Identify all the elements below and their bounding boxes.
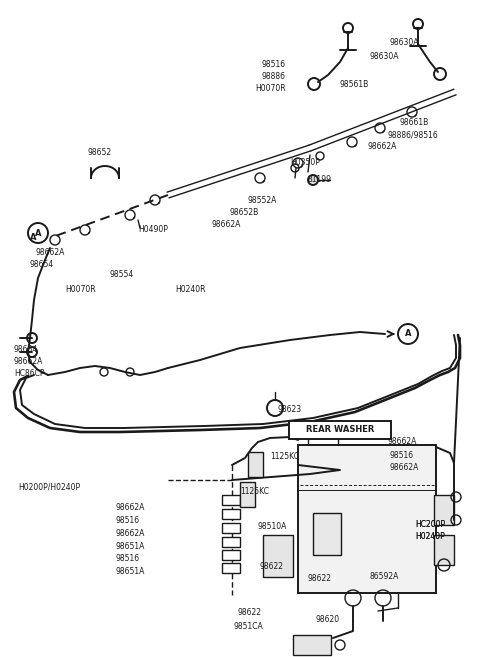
Text: 98651A: 98651A <box>115 567 144 576</box>
Bar <box>222 563 240 573</box>
Text: 98652: 98652 <box>88 148 112 157</box>
Text: 98886/98516: 98886/98516 <box>388 130 439 139</box>
Text: 98654: 98654 <box>14 345 38 354</box>
Text: 1125KC: 1125KC <box>270 452 299 461</box>
Text: 98661B: 98661B <box>400 118 429 127</box>
Text: 98620: 98620 <box>315 615 339 624</box>
Text: 86592A: 86592A <box>370 572 399 581</box>
Text: 98622: 98622 <box>308 574 332 583</box>
Text: HC200P: HC200P <box>415 520 445 529</box>
Text: 98552A: 98552A <box>248 196 277 205</box>
Text: 9851CA: 9851CA <box>233 622 263 631</box>
Text: 1125KC: 1125KC <box>240 487 269 496</box>
Bar <box>298 445 436 593</box>
Text: 98623: 98623 <box>278 405 302 414</box>
Bar <box>240 482 255 507</box>
Text: A: A <box>405 330 411 338</box>
Text: H0070R: H0070R <box>65 285 96 294</box>
Text: REAR WASHER: REAR WASHER <box>306 426 374 434</box>
Text: 98886: 98886 <box>262 72 286 81</box>
Text: H0490P: H0490P <box>138 225 168 234</box>
Text: 81199: 81199 <box>308 175 332 184</box>
Text: HC200P: HC200P <box>415 520 445 529</box>
Text: HC86CP: HC86CP <box>14 369 45 378</box>
Bar <box>434 535 454 565</box>
Text: 98662A: 98662A <box>115 503 144 512</box>
Bar <box>293 635 331 655</box>
Text: 98654: 98654 <box>30 260 54 269</box>
Text: 98662A: 98662A <box>115 529 144 538</box>
Bar <box>222 495 240 505</box>
Bar <box>222 509 240 519</box>
Bar <box>248 452 263 477</box>
Text: H0350P: H0350P <box>290 158 320 167</box>
Text: 98662A: 98662A <box>14 357 43 366</box>
Text: 98554: 98554 <box>110 270 134 279</box>
Bar <box>434 495 454 525</box>
Bar <box>263 535 293 577</box>
FancyBboxPatch shape <box>289 421 391 439</box>
Text: H0240P: H0240P <box>415 532 445 541</box>
Text: 98622: 98622 <box>260 562 284 571</box>
Text: 98561B: 98561B <box>340 80 369 89</box>
Text: 98516: 98516 <box>390 451 414 460</box>
Text: 98510A: 98510A <box>258 522 288 531</box>
Text: 98662A: 98662A <box>368 142 397 151</box>
Text: 98630A: 98630A <box>370 52 399 61</box>
Text: 98622: 98622 <box>237 608 261 617</box>
Text: H0240P: H0240P <box>415 532 445 541</box>
Text: H0070R: H0070R <box>255 84 286 93</box>
Bar <box>222 550 240 560</box>
Text: A: A <box>30 233 36 242</box>
Circle shape <box>308 175 318 185</box>
Text: 98662A: 98662A <box>212 220 241 229</box>
Text: 98652B: 98652B <box>230 208 259 217</box>
Text: 98662A: 98662A <box>388 437 418 446</box>
Text: 98651A: 98651A <box>115 542 144 551</box>
Bar <box>222 537 240 547</box>
Text: 98516: 98516 <box>115 516 139 525</box>
Text: 98516: 98516 <box>262 60 286 69</box>
Text: H0200P/H0240P: H0200P/H0240P <box>18 482 80 491</box>
Text: 98662A: 98662A <box>390 463 420 472</box>
Bar <box>222 523 240 533</box>
Text: 98516: 98516 <box>115 554 139 563</box>
Text: A: A <box>35 229 41 237</box>
Text: 98662A: 98662A <box>36 248 65 257</box>
Bar <box>313 513 341 555</box>
Text: 98630A: 98630A <box>390 38 420 47</box>
Text: H0240R: H0240R <box>175 285 205 294</box>
